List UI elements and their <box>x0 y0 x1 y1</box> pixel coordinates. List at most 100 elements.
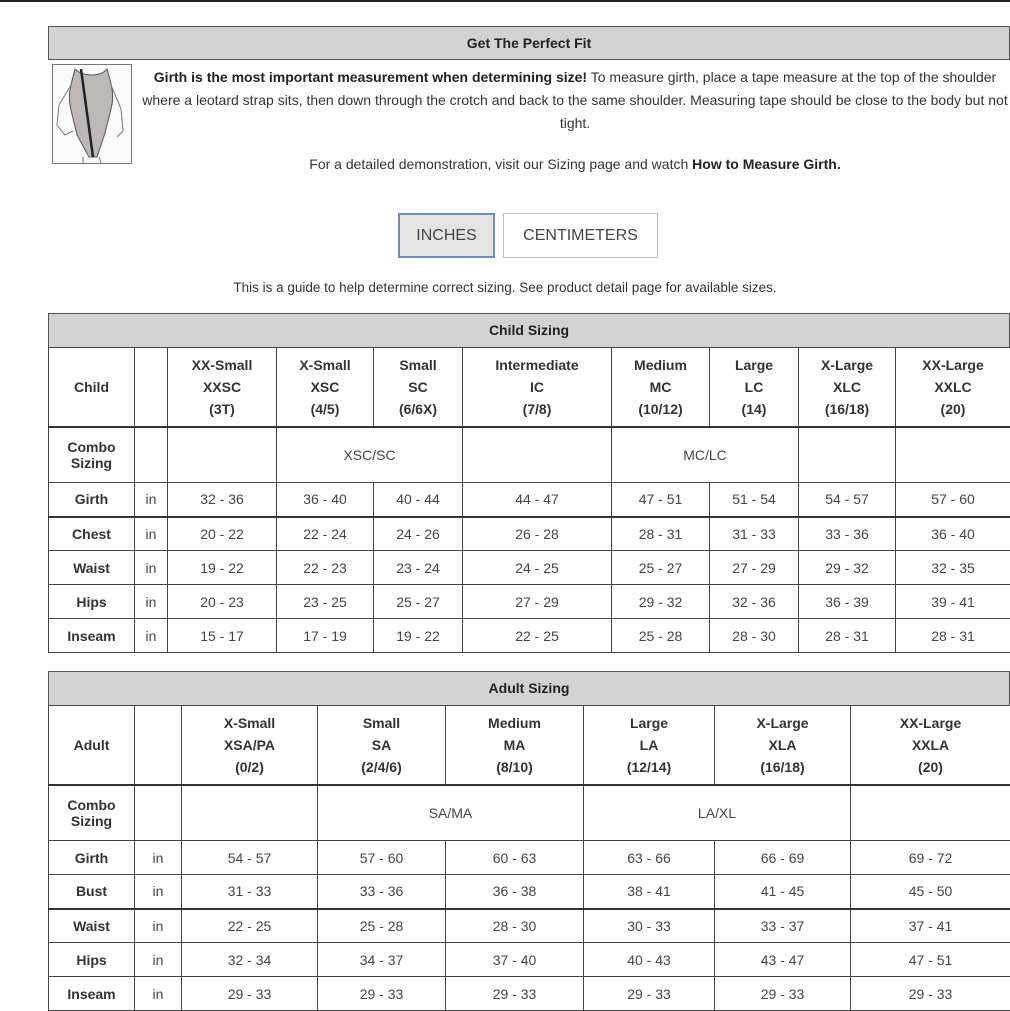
measurement-cell: 43 - 47 <box>715 943 851 977</box>
size-code: XXSC <box>168 376 276 398</box>
size-numeric: (2/4/6) <box>318 756 445 778</box>
measurement-cell: 25 - 28 <box>318 909 446 943</box>
measurement-cell: 36 - 39 <box>799 585 896 619</box>
size-numeric: (16/18) <box>715 756 850 778</box>
measurement-cell: 36 - 38 <box>446 875 584 909</box>
how-to-measure-link[interactable]: How to Measure Girth. <box>692 156 841 172</box>
size-code: IC <box>463 376 611 398</box>
combo-cell: SA/MA <box>318 785 584 841</box>
size-code: MA <box>446 734 583 756</box>
measurement-cell: 28 - 30 <box>446 909 584 943</box>
measurement-cell: 37 - 40 <box>446 943 584 977</box>
size-numeric: (0/2) <box>182 756 317 778</box>
size-name: Intermediate <box>463 354 611 376</box>
measurement-cell: 39 - 41 <box>896 585 1010 619</box>
row-label: Girth <box>49 483 135 517</box>
girth-instructions: Girth is the most important measurement … <box>140 66 1010 135</box>
measurement-cell: 33 - 36 <box>318 875 446 909</box>
measurement-cell: 57 - 60 <box>896 483 1010 517</box>
size-numeric: (4/5) <box>277 398 373 420</box>
measurement-cell: 41 - 45 <box>715 875 851 909</box>
size-name: XX-Large <box>896 354 1010 376</box>
size-name: Large <box>584 712 714 734</box>
measurement-cell: 29 - 33 <box>318 977 446 1011</box>
row-label: Girth <box>49 841 135 875</box>
size-numeric: (12/14) <box>584 756 714 778</box>
size-name: Small <box>374 354 462 376</box>
size-code: XXLC <box>896 376 1010 398</box>
combo-label-line: Combo <box>49 439 134 455</box>
row-label: Inseam <box>49 977 135 1011</box>
measurement-cell: 22 - 24 <box>277 517 374 551</box>
unit-cell <box>135 427 168 483</box>
size-numeric: (6/6X) <box>374 398 462 420</box>
inches-button[interactable]: INCHES <box>398 213 495 258</box>
measurement-cell: 27 - 29 <box>710 551 799 585</box>
combo-cell <box>896 427 1010 483</box>
measurement-cell: 54 - 57 <box>182 841 318 875</box>
centimeters-button[interactable]: CENTIMETERS <box>503 213 658 258</box>
measurement-cell: 22 - 23 <box>277 551 374 585</box>
unit-cell: in <box>135 977 182 1011</box>
unit-cell: in <box>135 909 182 943</box>
measurement-cell: 19 - 22 <box>374 619 463 653</box>
size-name: Medium <box>612 354 709 376</box>
measurement-cell: 57 - 60 <box>318 841 446 875</box>
child-sizing-header: Child Sizing <box>48 313 1010 348</box>
perfect-fit-header: Get The Perfect Fit <box>48 26 1010 60</box>
size-name: X-Large <box>715 712 850 734</box>
measurement-cell: 25 - 28 <box>612 619 710 653</box>
demo-note: For a detailed demonstration, visit our … <box>140 156 1010 172</box>
combo-cell: MC/LC <box>612 427 799 483</box>
row-label: Hips <box>49 585 135 619</box>
size-numeric: (20) <box>896 398 1010 420</box>
size-code: XLA <box>715 734 850 756</box>
measurement-cell: 22 - 25 <box>463 619 612 653</box>
measurement-cell: 28 - 31 <box>612 517 710 551</box>
size-code: XSA/PA <box>182 734 317 756</box>
row-label: Inseam <box>49 619 135 653</box>
measurement-cell: 29 - 33 <box>182 977 318 1011</box>
measurement-cell: 15 - 17 <box>168 619 277 653</box>
size-name: Large <box>710 354 798 376</box>
measurement-cell: 29 - 32 <box>612 585 710 619</box>
unit-cell: in <box>135 619 168 653</box>
measurement-cell: 33 - 37 <box>715 909 851 943</box>
measurement-cell: 24 - 26 <box>374 517 463 551</box>
measurement-cell: 33 - 36 <box>799 517 896 551</box>
size-code: LA <box>584 734 714 756</box>
unit-header <box>135 348 168 427</box>
size-numeric: (14) <box>710 398 798 420</box>
size-code: XLC <box>799 376 895 398</box>
measurement-cell: 36 - 40 <box>277 483 374 517</box>
measurement-cell: 30 - 33 <box>584 909 715 943</box>
corner-label: Child <box>49 348 135 427</box>
size-code: SC <box>374 376 462 398</box>
row-label: Waist <box>49 909 135 943</box>
measurement-cell: 23 - 25 <box>277 585 374 619</box>
combo-cell: LA/XL <box>584 785 851 841</box>
row-label: Chest <box>49 517 135 551</box>
adult-sizing-header: Adult Sizing <box>48 671 1010 706</box>
measurement-cell: 29 - 33 <box>584 977 715 1011</box>
measurement-cell: 51 - 54 <box>710 483 799 517</box>
measurement-cell: 32 - 36 <box>168 483 277 517</box>
combo-label-line: Combo <box>49 797 134 813</box>
measurement-cell: 69 - 72 <box>851 841 1010 875</box>
size-numeric: (3T) <box>168 398 276 420</box>
